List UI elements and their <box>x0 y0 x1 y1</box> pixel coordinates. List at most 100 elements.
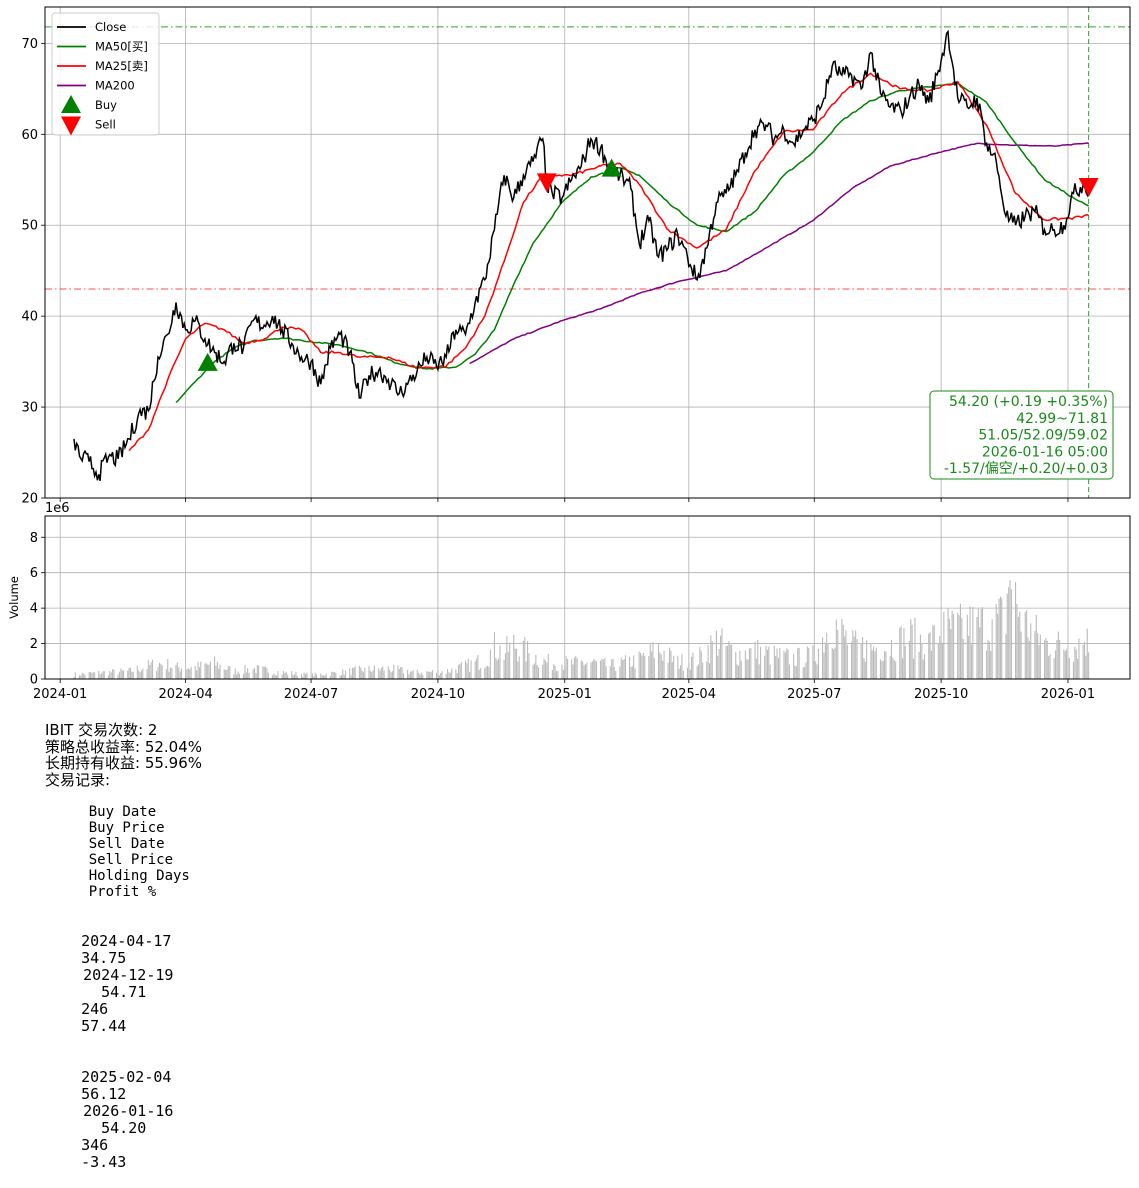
volume-bar <box>966 614 968 679</box>
volume-bar <box>768 646 770 679</box>
legend-box <box>51 12 160 136</box>
volume-bar <box>1066 649 1068 679</box>
volume-bar <box>1039 634 1041 679</box>
volume-bar <box>629 656 631 679</box>
volume-bar <box>686 667 688 679</box>
volume-bar <box>431 670 433 679</box>
volume-bar <box>554 665 556 679</box>
volume-bar <box>466 663 468 679</box>
volume-bar <box>924 654 926 679</box>
volume-bar <box>460 662 462 679</box>
volume-bar <box>84 674 86 679</box>
col-buy-price: Buy Price <box>88 820 165 836</box>
volume-bar <box>142 668 144 679</box>
volume-bar <box>889 656 891 679</box>
volume-bar <box>136 665 138 679</box>
volume-bar <box>451 668 453 679</box>
volume-bar <box>921 643 923 679</box>
volume-bar <box>1082 644 1084 679</box>
volume-bar <box>706 661 708 679</box>
volume-bar <box>873 646 875 679</box>
volume-bar <box>929 632 931 679</box>
volume-bar <box>933 625 935 679</box>
volume-bar <box>536 665 538 679</box>
volume-bar <box>943 611 945 679</box>
volume-bar <box>775 656 777 679</box>
volume-bar <box>262 666 264 679</box>
volume-bar <box>961 617 963 679</box>
volume-bar <box>171 668 173 679</box>
x-tick-label: 2024-10 <box>411 687 465 702</box>
volume-bar <box>514 648 516 679</box>
volume-bar <box>488 666 490 679</box>
volume-bar <box>123 670 125 679</box>
volume-bar <box>769 664 771 679</box>
volume-bar <box>739 650 741 679</box>
volume-bar <box>842 624 844 679</box>
volume-bar <box>904 646 906 679</box>
volume-bar <box>371 672 373 679</box>
volume-bar <box>380 667 382 679</box>
volume-bar <box>271 675 273 679</box>
volume-bar <box>493 632 495 679</box>
volume-bar <box>369 670 371 679</box>
volume-bar <box>245 672 247 679</box>
volume-bar <box>689 669 691 679</box>
volume-bar <box>223 669 225 679</box>
volume-bar <box>372 670 374 679</box>
volume-bar <box>1048 656 1050 679</box>
volume-bar <box>846 644 848 679</box>
volume-y-tick-label: 4 <box>30 602 38 617</box>
volume-bar <box>445 673 447 679</box>
volume-bar <box>879 659 881 679</box>
volume-bar <box>609 666 611 679</box>
volume-bar <box>571 659 573 679</box>
records-title: 交易记录: <box>45 770 111 789</box>
volume-panel: 2024-01 2024-04 2024-07 2024-10 2025-01 2025-… <box>7 501 1131 702</box>
volume-bar <box>429 671 431 679</box>
volume-bar <box>339 675 341 679</box>
volume-bar <box>234 668 236 679</box>
volume-bar <box>660 654 662 679</box>
volume-bar <box>725 646 727 679</box>
volume-bar <box>378 668 380 679</box>
volume-bar <box>507 651 509 679</box>
info-box: 54.20 (+0.19 +0.35%)42.99~71.8151.05/52.… <box>929 390 1114 480</box>
volume-bar <box>408 674 410 679</box>
volume-bar <box>1030 623 1032 679</box>
volume-bar <box>81 672 83 679</box>
volume-bar <box>244 665 246 679</box>
buy-price: 56.12 <box>81 1085 127 1103</box>
volume-bar <box>573 657 575 679</box>
volume-bar <box>360 667 362 679</box>
volume-bar <box>325 673 327 679</box>
volume-bar <box>691 656 693 679</box>
volume-bar <box>480 667 482 679</box>
volume-bar <box>623 659 625 679</box>
holding-days: 346 <box>81 1136 109 1154</box>
volume-bar <box>673 655 675 679</box>
volume-bar <box>197 661 199 679</box>
volume-bar <box>658 643 660 679</box>
volume-bar <box>874 651 876 679</box>
volume-bar <box>524 637 526 679</box>
volume-bar <box>189 669 191 679</box>
hold-return: 长期持有收益: 55.96% <box>45 754 203 772</box>
volume-bar <box>855 630 857 679</box>
col-buy-date: Buy Date <box>88 804 157 820</box>
volume-bar <box>227 666 229 679</box>
volume-bar <box>681 654 683 679</box>
volume-bar <box>409 671 411 679</box>
volume-bar <box>141 670 143 679</box>
volume-bar <box>1084 641 1086 679</box>
volume-bar <box>747 659 749 679</box>
volume-bar <box>823 652 825 679</box>
volume-bar <box>525 661 527 679</box>
volume-bar <box>509 642 511 679</box>
volume-bar <box>783 650 785 679</box>
volume-bar <box>914 617 916 679</box>
volume-bar <box>515 648 517 679</box>
volume-bar <box>276 675 278 679</box>
volume-bar <box>358 665 360 679</box>
volume-bar <box>837 629 839 679</box>
